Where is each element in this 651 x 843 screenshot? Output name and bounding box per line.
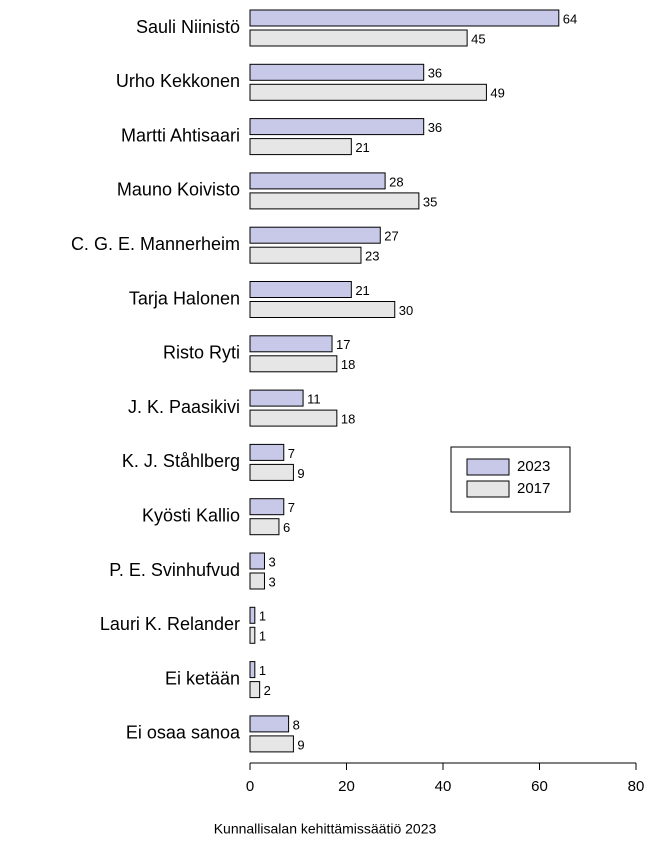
category-label: Urho Kekkonen [116, 71, 240, 91]
value-label: 28 [389, 174, 403, 189]
value-label: 27 [384, 229, 398, 244]
x-tick-label: 0 [246, 778, 254, 795]
value-label: 36 [428, 66, 442, 81]
category-label: Martti Ahtisaari [121, 125, 240, 145]
category-label: Lauri K. Relander [100, 614, 240, 634]
value-label: 49 [490, 86, 504, 101]
bar [249, 226, 381, 244]
value-label: 45 [471, 31, 485, 46]
category-label: C. G. E. Mannerheim [71, 234, 240, 254]
x-tick-label: 20 [338, 778, 355, 795]
bar [249, 335, 333, 353]
value-label: 1 [259, 629, 266, 644]
value-label: 3 [268, 574, 275, 589]
bar [249, 83, 487, 101]
x-tick-label: 80 [628, 778, 645, 795]
category-label: P. E. Svinhufvud [109, 560, 240, 580]
value-label: 7 [288, 500, 295, 515]
category-label: K. J. Ståhlberg [122, 451, 240, 471]
bar [249, 735, 294, 753]
x-tick-label: 40 [435, 778, 452, 795]
bar [249, 498, 285, 516]
value-label: 18 [341, 412, 355, 427]
legend-label: 2017 [517, 480, 550, 497]
value-label: 1 [259, 663, 266, 678]
value-label: 64 [563, 11, 577, 26]
legend-swatch [466, 480, 510, 498]
value-label: 23 [365, 249, 379, 264]
value-label: 36 [428, 120, 442, 135]
x-tick-label: 60 [531, 778, 548, 795]
bar [249, 626, 256, 644]
value-label: 9 [297, 466, 304, 481]
category-label: Risto Ryti [163, 343, 240, 363]
value-label: 6 [283, 520, 290, 535]
bar [249, 572, 265, 590]
bar [249, 681, 261, 699]
bar [249, 715, 290, 733]
bar [249, 389, 304, 407]
bar [249, 463, 294, 481]
value-label: 35 [423, 194, 437, 209]
value-label: 21 [355, 283, 369, 298]
bar [249, 355, 338, 373]
bar [249, 29, 468, 47]
bar [249, 9, 560, 27]
value-label: 17 [336, 337, 350, 352]
category-label: Mauno Koivisto [117, 180, 240, 200]
bar [249, 661, 256, 679]
value-label: 30 [399, 303, 413, 318]
bar [249, 409, 338, 427]
value-label: 3 [268, 554, 275, 569]
value-label: 8 [293, 717, 300, 732]
value-label: 9 [297, 737, 304, 752]
caption: Kunnallisalan kehittämissäätiö 2023 [214, 821, 437, 837]
bar [249, 606, 256, 624]
category-label: Ei osaa sanoa [126, 723, 241, 743]
category-label: J. K. Paasikivi [128, 397, 240, 417]
value-label: 1 [259, 609, 266, 624]
bar [249, 552, 265, 570]
bar [249, 281, 352, 298]
category-label: Ei ketään [165, 668, 240, 688]
legend-label: 2023 [517, 458, 550, 475]
bar [249, 138, 352, 156]
bar [249, 118, 425, 136]
legend-swatch [466, 458, 510, 476]
bar [249, 172, 386, 190]
value-label: 2 [264, 683, 271, 698]
category-label: Sauli Niinistö [136, 17, 240, 37]
bar [249, 443, 285, 461]
bar [249, 301, 396, 318]
category-label: Tarja Halonen [129, 288, 240, 308]
value-label: 21 [355, 140, 369, 155]
legend-box [450, 446, 571, 513]
value-label: 11 [307, 392, 321, 407]
bar [249, 246, 362, 264]
bar [249, 63, 425, 81]
category-label: Kyösti Kallio [142, 505, 240, 525]
value-label: 18 [341, 357, 355, 372]
bar [249, 518, 280, 536]
bar [249, 192, 420, 210]
value-label: 7 [288, 446, 295, 461]
